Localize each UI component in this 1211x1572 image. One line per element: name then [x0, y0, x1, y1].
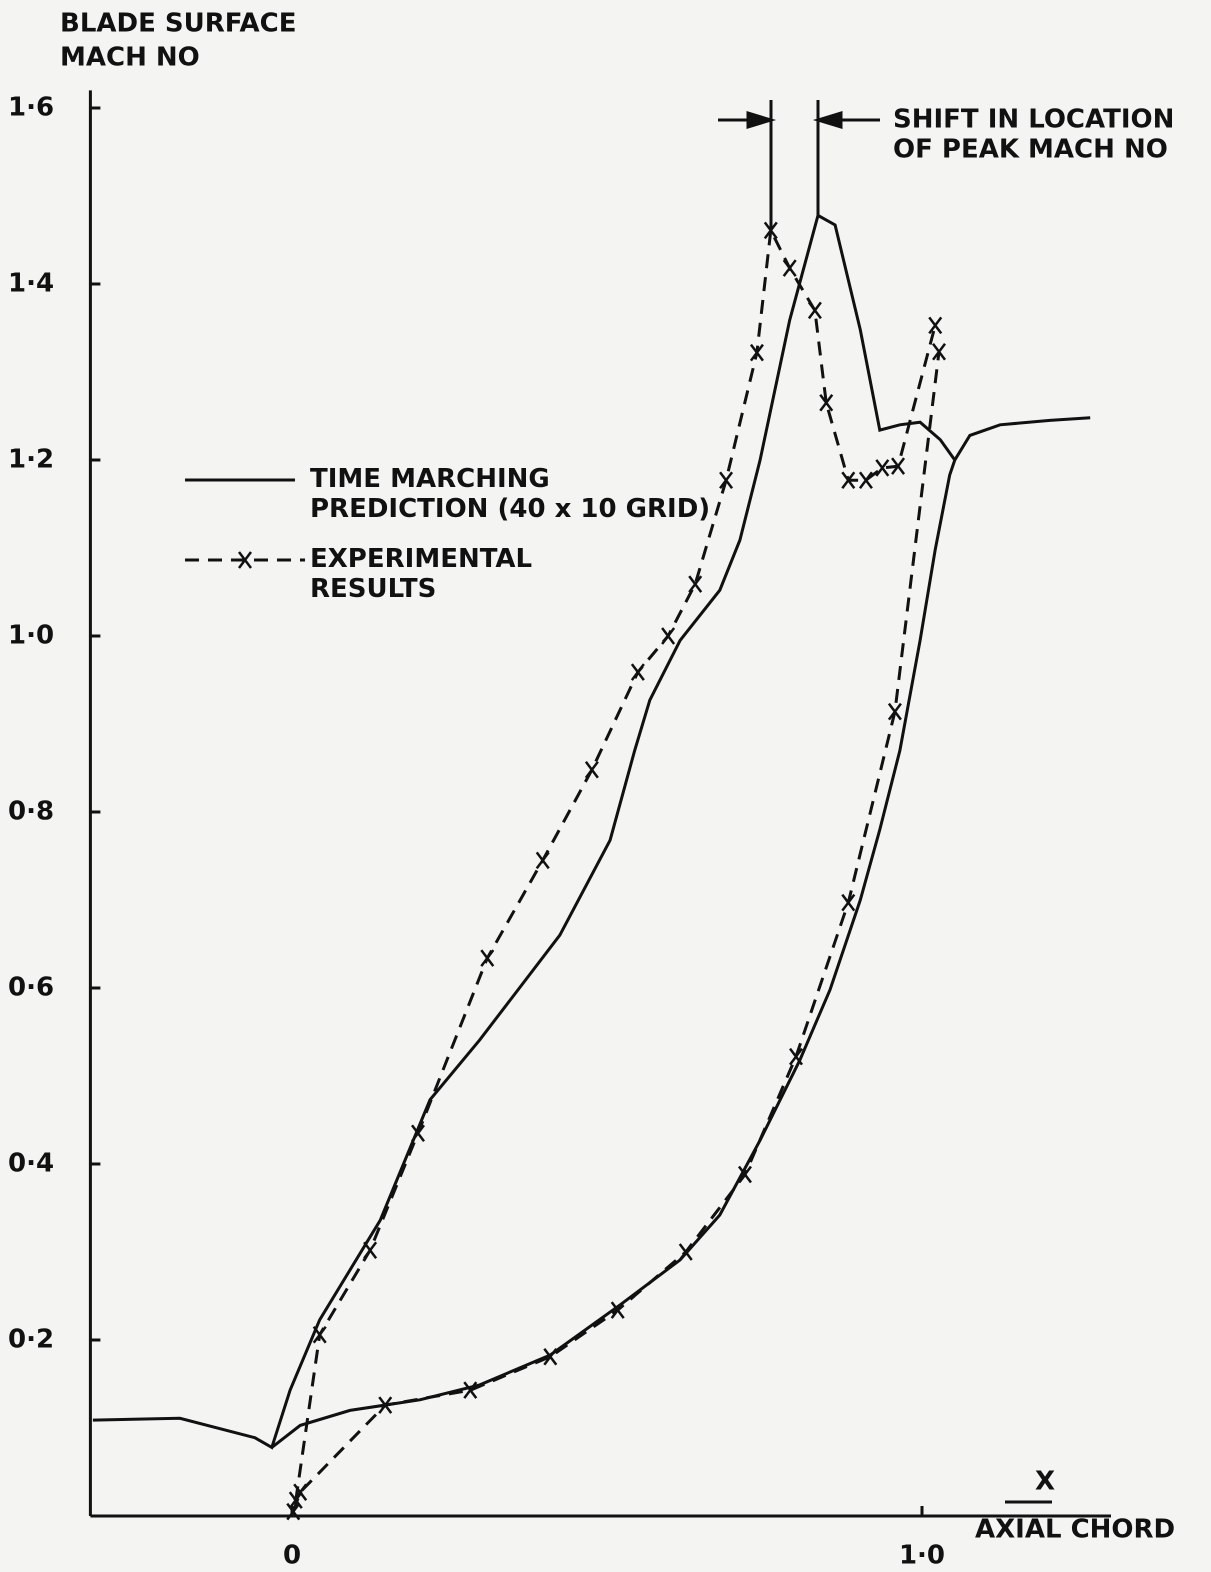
data-marker — [293, 1483, 308, 1501]
x-tick-label: 1·0 — [899, 1541, 945, 1571]
data-marker — [841, 893, 856, 912]
annotation: SHIFT IN LOCATION — [893, 105, 1174, 135]
data-marker — [543, 1347, 558, 1366]
y-tick-label: 1·6 — [8, 93, 54, 123]
data-marker — [719, 471, 734, 489]
data-marker — [480, 949, 495, 967]
series-line — [291, 225, 941, 1513]
data-marker — [782, 259, 797, 277]
legend-label: TIME MARCHING PREDICTION (40 x 10 GRID) — [310, 464, 711, 524]
shift-annotation — [718, 100, 880, 232]
data-marker — [932, 343, 947, 361]
data-marker — [584, 761, 599, 779]
data-marker — [312, 1325, 327, 1344]
data-marker — [378, 1396, 393, 1414]
data-marker — [463, 1381, 478, 1399]
y-tick-label: 0·2 — [8, 1325, 54, 1355]
x-axis-label: X — [1035, 1467, 1055, 1497]
y-tick-label: 1·4 — [8, 269, 54, 299]
data-marker — [928, 316, 943, 335]
y-tick-label: 0·6 — [8, 973, 54, 1003]
data-marker — [286, 1502, 301, 1521]
data-marker — [749, 343, 764, 362]
y-tick-label: 1·2 — [8, 445, 54, 475]
data-marker — [819, 394, 834, 412]
y-tick-label: 1·0 — [8, 621, 54, 651]
data-marker — [678, 1243, 693, 1261]
data-marker — [763, 221, 778, 240]
data-marker — [610, 1301, 625, 1319]
y-tick-label: 0·8 — [8, 797, 54, 827]
data-marker — [411, 1124, 425, 1142]
series-line — [92, 213, 1091, 1450]
data-marker — [363, 1241, 378, 1259]
data-marker — [887, 702, 902, 721]
legend-marker — [238, 551, 252, 569]
data-marker — [807, 301, 822, 320]
data-marker — [535, 851, 550, 870]
legend-label: EXPERIMENTAL RESULTS — [310, 544, 533, 604]
legend-item: TIME MARCHING PREDICTION (40 x 10 GRID) — [310, 464, 711, 524]
x-tick-label: 0 — [283, 1541, 301, 1571]
data-marker — [789, 1047, 803, 1066]
data-marker — [875, 459, 890, 477]
data-marker — [737, 1165, 752, 1184]
legend-item: EXPERIMENTAL RESULTS — [310, 544, 533, 604]
data-marker — [630, 663, 645, 681]
x-axis-label: AXIAL CHORD — [975, 1515, 1175, 1545]
y-axis-label: BLADE SURFACE — [60, 9, 297, 39]
data-marker — [688, 575, 703, 593]
y-axis-label: MACH NO — [60, 43, 200, 73]
y-tick-label: 0·4 — [8, 1149, 54, 1179]
data-marker — [841, 471, 856, 489]
annotation: OF PEAK MACH NO — [893, 135, 1168, 165]
data-marker — [661, 627, 676, 645]
data-marker — [858, 471, 873, 489]
data-marker — [891, 457, 906, 475]
